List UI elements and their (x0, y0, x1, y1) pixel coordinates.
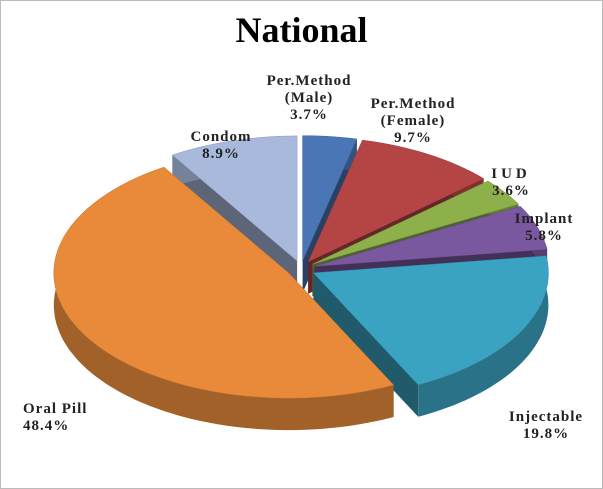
chart-title: National (235, 10, 368, 50)
category-label: Per.Method (Female) (370, 96, 456, 129)
value-label: 19.8% (522, 426, 570, 442)
category-label: Condom (190, 129, 252, 145)
slice (171, 135, 298, 262)
slice (53, 166, 395, 399)
slice (312, 255, 549, 386)
category-label: Oral Pill (23, 401, 88, 417)
value-label: 8.9% (202, 146, 240, 162)
slice-label: Implant 5.8% (504, 211, 584, 245)
slice-label: Per.Method (Male) 3.7% (259, 73, 359, 124)
value-label: 48.4% (23, 418, 70, 434)
slice (307, 139, 485, 263)
slice-label: Oral Pill 48.4% (23, 401, 133, 435)
slice-label: Condom 8.9% (176, 129, 266, 163)
slice-wall (313, 272, 419, 417)
slice-label: Injectable 19.8% (496, 409, 596, 443)
slice-side (418, 255, 549, 417)
slice-side (53, 167, 394, 431)
slice (314, 206, 548, 267)
value-label: 3.6% (492, 183, 530, 199)
category-label: IUD (491, 166, 531, 182)
category-label: Per.Method (Male) (266, 73, 352, 106)
category-label: Implant (514, 211, 574, 227)
slice (312, 180, 519, 265)
value-label: 3.7% (290, 107, 328, 123)
slice-label: IUD 3.6% (481, 166, 541, 200)
value-label: 5.8% (525, 228, 563, 244)
slice (302, 135, 358, 261)
category-label: Injectable (508, 409, 584, 425)
slice-label: Per.Method (Female) 9.7% (363, 96, 463, 147)
value-label: 9.7% (394, 130, 432, 146)
